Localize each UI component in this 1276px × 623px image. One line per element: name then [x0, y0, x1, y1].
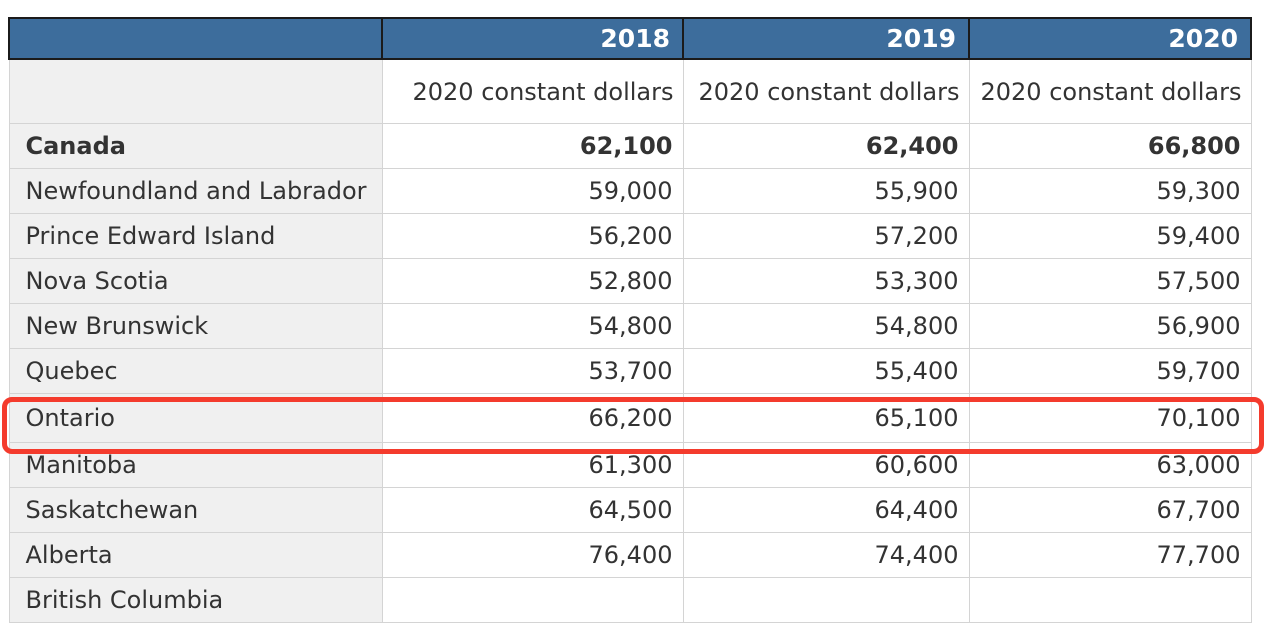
table-row-canada: Canada 62,100 62,400 66,800 [8, 123, 1252, 169]
year-header-2019: 2019 [682, 17, 970, 60]
value-cell: 59,400 [968, 213, 1252, 259]
table-row-alberta: Alberta 76,400 74,400 77,700 [8, 532, 1252, 578]
value-cell: 65,100 [682, 393, 970, 443]
value-cell: 57,200 [682, 213, 970, 259]
value-cell: 66,800 [968, 123, 1252, 169]
units-row: 2020 constant dollars 2020 constant doll… [8, 58, 1252, 124]
value-cell: 57,500 [968, 258, 1252, 304]
table-row-manitoba: Manitoba 61,300 60,600 63,000 [8, 442, 1252, 488]
row-label: Saskatchewan [8, 487, 383, 533]
value-cell: 56,200 [381, 213, 684, 259]
value-cell [682, 577, 970, 623]
row-label: Prince Edward Island [8, 213, 383, 259]
table-row-ontario: Ontario 66,200 65,100 70,100 [8, 393, 1252, 443]
value-cell [381, 577, 684, 623]
value-cell: 60,600 [682, 442, 970, 488]
income-by-province-table: 2018 2019 2020 2020 constant dollars 202… [8, 17, 1252, 623]
year-header-2020: 2020 [968, 17, 1252, 60]
row-label: New Brunswick [8, 303, 383, 349]
value-cell: 59,300 [968, 168, 1252, 214]
row-label: Quebec [8, 348, 383, 394]
value-cell: 77,700 [968, 532, 1252, 578]
table-row-new-brunswick: New Brunswick 54,800 54,800 56,900 [8, 303, 1252, 349]
value-cell: 54,800 [381, 303, 684, 349]
row-label: Alberta [8, 532, 383, 578]
value-cell: 52,800 [381, 258, 684, 304]
value-cell: 64,400 [682, 487, 970, 533]
row-label: British Columbia [8, 577, 383, 623]
value-cell: 61,300 [381, 442, 684, 488]
value-cell: 59,000 [381, 168, 684, 214]
value-cell: 62,400 [682, 123, 970, 169]
value-cell: 66,200 [381, 393, 684, 443]
row-label: Nova Scotia [8, 258, 383, 304]
value-cell: 56,900 [968, 303, 1252, 349]
row-label: Manitoba [8, 442, 383, 488]
units-label: 2020 constant dollars [381, 58, 684, 124]
value-cell: 59,700 [968, 348, 1252, 394]
value-cell: 62,100 [381, 123, 684, 169]
table-row-saskatchewan: Saskatchewan 64,500 64,400 67,700 [8, 487, 1252, 533]
value-cell: 55,900 [682, 168, 970, 214]
value-cell: 76,400 [381, 532, 684, 578]
table-row-prince-edward-island: Prince Edward Island 56,200 57,200 59,40… [8, 213, 1252, 259]
value-cell: 63,000 [968, 442, 1252, 488]
value-cell: 74,400 [682, 532, 970, 578]
value-cell: 55,400 [682, 348, 970, 394]
corner-header-cell [8, 17, 383, 60]
value-cell: 53,700 [381, 348, 684, 394]
year-header-row: 2018 2019 2020 [8, 17, 1252, 60]
value-cell [968, 577, 1252, 623]
table-row-newfoundland-and-labrador: Newfoundland and Labrador 59,000 55,900 … [8, 168, 1252, 214]
row-label: Canada [8, 123, 383, 169]
value-cell: 64,500 [381, 487, 684, 533]
units-label: 2020 constant dollars [682, 58, 970, 124]
row-label: Ontario [8, 393, 383, 443]
year-header-2018: 2018 [381, 17, 684, 60]
value-cell: 53,300 [682, 258, 970, 304]
value-cell: 54,800 [682, 303, 970, 349]
table-row-nova-scotia: Nova Scotia 52,800 53,300 57,500 [8, 258, 1252, 304]
value-cell: 70,100 [968, 393, 1252, 443]
table-row-british-columbia-clipped: British Columbia [8, 577, 1252, 623]
table-row-quebec: Quebec 53,700 55,400 59,700 [8, 348, 1252, 394]
units-corner-cell [8, 58, 383, 124]
units-label: 2020 constant dollars [968, 58, 1252, 124]
row-label: Newfoundland and Labrador [8, 168, 383, 214]
value-cell: 67,700 [968, 487, 1252, 533]
